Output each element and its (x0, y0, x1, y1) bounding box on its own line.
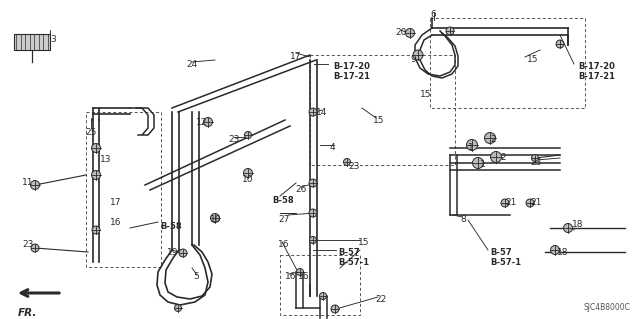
Circle shape (550, 246, 559, 255)
Text: 23: 23 (228, 135, 239, 144)
Circle shape (31, 181, 40, 189)
Text: 23: 23 (348, 162, 360, 171)
Text: 15: 15 (358, 238, 369, 247)
Text: 20: 20 (395, 28, 406, 37)
Circle shape (92, 144, 100, 152)
Circle shape (309, 209, 317, 217)
Text: 10: 10 (210, 215, 221, 224)
Text: 13: 13 (100, 155, 111, 164)
Text: 21: 21 (505, 198, 516, 207)
Text: B-57
B-57-1: B-57 B-57-1 (490, 248, 521, 267)
Circle shape (175, 305, 182, 311)
Circle shape (472, 158, 483, 168)
Circle shape (490, 152, 502, 162)
Text: 16: 16 (285, 272, 296, 281)
Text: 12: 12 (196, 118, 207, 127)
Text: 15: 15 (373, 116, 385, 125)
Text: 23: 23 (530, 158, 541, 167)
Text: 8: 8 (460, 215, 466, 224)
Text: 27: 27 (278, 215, 289, 224)
Circle shape (531, 154, 538, 161)
Circle shape (92, 170, 100, 180)
Circle shape (319, 293, 326, 300)
Text: 16: 16 (298, 272, 310, 281)
Text: 24: 24 (186, 60, 197, 69)
Text: 15: 15 (420, 90, 431, 99)
Text: 19: 19 (167, 248, 179, 257)
Text: FR.: FR. (18, 308, 37, 318)
Text: SJC4B8000C: SJC4B8000C (583, 303, 630, 312)
Text: 2: 2 (490, 135, 495, 144)
Text: 1: 1 (468, 143, 474, 152)
Text: 21: 21 (530, 198, 541, 207)
Circle shape (344, 159, 351, 166)
Circle shape (310, 236, 317, 243)
Text: 25: 25 (85, 128, 97, 137)
Circle shape (467, 139, 477, 151)
Text: B-57
B-57-1: B-57 B-57-1 (338, 248, 369, 267)
Circle shape (244, 131, 252, 138)
Text: B-17-20
B-17-21: B-17-20 B-17-21 (578, 62, 615, 81)
Circle shape (446, 27, 454, 35)
Circle shape (204, 117, 212, 127)
Circle shape (501, 199, 509, 207)
Circle shape (406, 28, 415, 38)
Text: B-17-20
B-17-21: B-17-20 B-17-21 (333, 62, 370, 81)
Text: 6: 6 (430, 10, 436, 19)
Text: 16: 16 (110, 218, 122, 227)
Text: 26: 26 (295, 185, 307, 194)
Circle shape (92, 226, 100, 234)
Circle shape (309, 179, 317, 187)
Circle shape (179, 249, 187, 257)
Text: 5: 5 (193, 272, 199, 281)
Text: 10: 10 (242, 175, 253, 184)
Circle shape (563, 224, 573, 233)
Circle shape (484, 132, 495, 144)
Circle shape (309, 108, 317, 116)
Text: 18: 18 (557, 248, 568, 257)
Text: 2: 2 (500, 153, 506, 162)
Text: 1: 1 (480, 160, 486, 169)
Circle shape (296, 269, 303, 276)
Text: 17: 17 (110, 198, 122, 207)
Text: 22: 22 (375, 295, 387, 304)
Circle shape (556, 40, 564, 48)
Text: 14: 14 (316, 108, 328, 117)
Circle shape (243, 168, 253, 177)
Text: 17: 17 (290, 52, 301, 61)
Text: 18: 18 (572, 220, 584, 229)
Text: 11: 11 (22, 178, 33, 187)
Text: B-58: B-58 (272, 196, 294, 205)
Text: 3: 3 (50, 35, 56, 44)
Circle shape (331, 305, 339, 313)
Text: 23: 23 (22, 240, 33, 249)
Circle shape (413, 50, 423, 60)
Text: 15: 15 (527, 55, 538, 64)
Bar (14, 34, 50, 50)
Circle shape (526, 199, 534, 207)
Text: 9: 9 (410, 55, 416, 64)
Text: 16: 16 (278, 240, 289, 249)
Circle shape (31, 244, 39, 252)
Text: 4: 4 (330, 143, 335, 152)
Text: B-58: B-58 (160, 222, 182, 231)
Circle shape (211, 213, 220, 222)
